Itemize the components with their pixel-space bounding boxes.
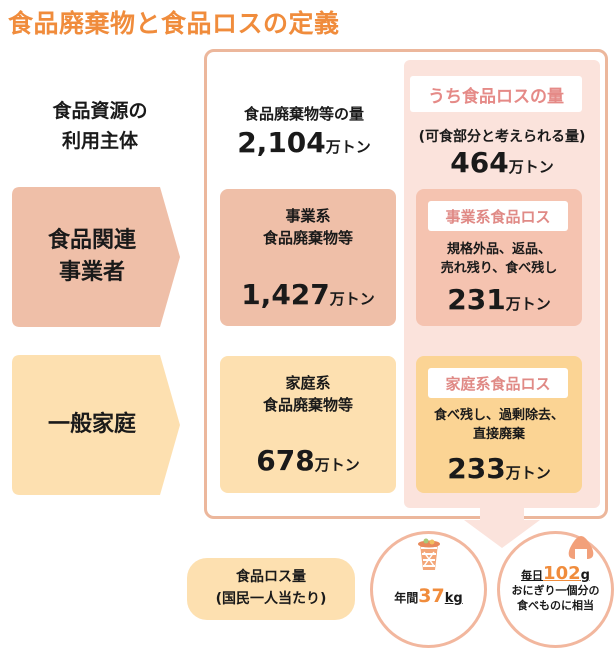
business-loss-desc: 規格外品、返品、 売れ残り、食べ残し [416,240,582,278]
business-actor-line2: 事業者 [58,260,125,285]
business-loss-unit: 万トン [505,295,551,313]
daily-amount: 毎日102g [497,563,614,584]
household-loss-desc-line2: 直接廃棄 [472,427,525,442]
household-loss-desc-line1: 食べ残し、過剰除去、 [433,408,564,423]
business-waste-unit: 万トン [329,290,375,308]
total-loss-unit: 万トン [508,158,554,176]
daily-circle [497,531,614,648]
business-loss-label: 事業系食品ロス [428,201,568,231]
trash-bin-icon [418,538,440,570]
household-loss-amount: 233万トン [416,452,582,485]
daily-line3: 食べものに相当 [517,599,594,612]
per-capita-label-pill [187,558,355,620]
yearly-value: 37 [418,585,445,607]
business-waste-label: 事業系 食品廃棄物等 [220,205,396,249]
page-title: 食品廃棄物と食品ロスの定義 [8,9,340,38]
household-loss-unit: 万トン [505,464,551,482]
total-waste-value: 2,104 [237,126,326,159]
total-loss-amount: 464万トン [404,146,600,179]
per-capita-label-line1: 食品ロス量 [236,569,306,585]
household-waste-label: 家庭系 食品廃棄物等 [220,372,396,416]
outer-frame [204,49,608,519]
yearly-prefix: 年間 [394,591,419,605]
resource-user-header: 食品資源の 利用主体 [18,96,182,156]
household-actor-line1: 一般家庭 [47,412,136,437]
household-waste-line1: 家庭系 [285,374,331,392]
household-actor: 一般家庭 [12,355,172,495]
daily-value: 102 [543,563,581,584]
total-waste: 食品廃棄物等の量 2,104万トン [214,103,394,159]
resource-user-header-line2: 利用主体 [61,130,138,152]
yearly-unit: kg [444,591,463,606]
daily-text: 毎日102g おにぎり一個分の 食べものに相当 [497,563,614,613]
business-waste-line1: 事業系 [285,207,331,225]
business-loss-amount: 231万トン [416,283,582,316]
total-waste-unit: 万トン [325,138,371,156]
total-loss-note: (可食部分と考えられる量) [418,129,586,145]
business-waste-amount: 1,427万トン [220,278,396,311]
business-loss-desc-line2: 売れ残り、食べ残し [440,261,558,276]
down-arrow-icon [464,500,540,548]
household-loss-label: 家庭系食品ロス [428,368,568,398]
daily-unit: g [580,568,590,583]
business-waste-value: 1,427 [241,278,330,311]
business-loss-value: 231 [447,283,506,316]
business-actor-chevron [12,187,180,327]
household-loss-value: 233 [447,452,506,485]
business-actor: 食品関連 事業者 [12,187,172,327]
yearly-amount: 年間37kg [370,585,487,607]
daily-prefix: 毎日 [521,569,544,582]
daily-line2: おにぎり一個分の [511,584,600,597]
household-waste-amount: 678万トン [220,444,396,477]
total-loss-value: 464 [450,146,509,179]
per-capita-label-line2: (国民一人当たり) [215,591,327,607]
rice-ball-icon [568,536,594,559]
business-waste-line2: 食品廃棄物等 [262,229,353,247]
business-loss-desc-line1: 規格外品、返品、 [446,242,551,257]
total-loss: (可食部分と考えられる量) 464万トン [404,126,600,179]
business-waste-box [220,189,396,326]
per-capita-label: 食品ロス量 (国民一人当たり) [187,566,355,610]
household-loss-desc: 食べ残し、過剰除去、 直接廃棄 [416,406,582,444]
household-waste-box [220,356,396,493]
food-loss-column-label: うち食品ロスの量 [410,76,582,112]
household-waste-unit: 万トン [314,456,360,474]
business-actor-line1: 食品関連 [47,228,136,253]
total-waste-amount: 2,104万トン [214,126,394,159]
resource-user-header-line1: 食品資源の [52,100,148,122]
household-actor-chevron [12,355,180,495]
total-waste-label: 食品廃棄物等の量 [243,105,364,123]
household-waste-line2: 食品廃棄物等 [262,396,353,414]
household-waste-value: 678 [256,444,315,477]
